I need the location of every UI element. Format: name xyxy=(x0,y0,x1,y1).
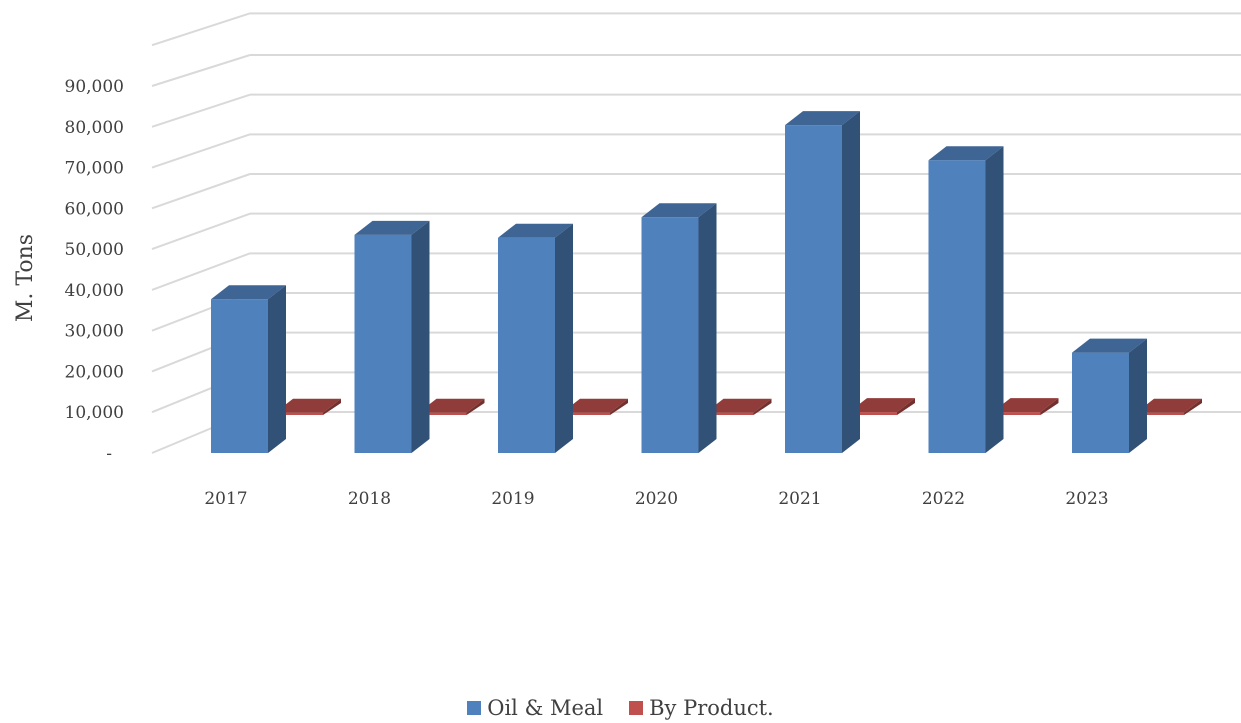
y-tick-label: 80,000 xyxy=(65,118,124,138)
bars xyxy=(211,111,1202,453)
bar-oil-meal xyxy=(498,237,555,453)
bar-oil-meal xyxy=(785,125,842,453)
bar-by-product-top xyxy=(562,398,628,413)
bar-by-product-side xyxy=(1184,398,1202,415)
bar-by-product xyxy=(562,412,610,415)
bar-by-product xyxy=(705,412,754,415)
bar-by-product-side xyxy=(1040,398,1059,415)
y-tick-label: 20,000 xyxy=(65,362,124,382)
y-tick-label: 70,000 xyxy=(65,159,124,179)
bar-by-product-side xyxy=(323,398,341,415)
legend-label-oil-meal: Oil & Meal xyxy=(487,696,604,720)
bar-oil-meal xyxy=(1072,352,1129,453)
y-axis-ticks: - 10,000 20,000 30,000 40,000 50,000 60,000 70,… xyxy=(65,77,124,464)
gridline-side xyxy=(151,54,251,87)
gridline-side xyxy=(151,93,251,128)
y-tick-label: 40,000 xyxy=(65,281,124,301)
x-axis-ticks: 2017 2018 2019 2020 2021 2022 2023 xyxy=(204,489,1108,509)
bar-by-product-top xyxy=(275,398,341,413)
bar-oil-meal-top xyxy=(785,111,860,126)
bar-oil-meal-top xyxy=(1072,338,1147,353)
bar-chart: - 10,000 20,000 30,000 40,000 50,000 60,000 70,… xyxy=(13,12,1241,509)
bar-oil-meal xyxy=(928,160,986,453)
gridline-side xyxy=(151,173,251,210)
bar-by-product-side xyxy=(610,398,628,415)
y-tick-label: 10,000 xyxy=(65,403,124,423)
bar-oil-meal xyxy=(641,217,699,453)
bar-oil-meal-side xyxy=(985,146,1004,453)
bar-oil-meal-side xyxy=(268,285,286,453)
legend-swatch-by-product xyxy=(629,701,644,715)
bar-oil-meal-top xyxy=(928,146,1004,161)
x-tick-label: 2023 xyxy=(1065,489,1108,509)
bar-by-product xyxy=(418,412,467,415)
bar-by-product-top xyxy=(1136,398,1202,413)
bar-by-product-top xyxy=(418,398,485,413)
bar-oil-meal-top xyxy=(211,285,286,300)
bar-oil-meal-side xyxy=(842,111,860,453)
gridline-side xyxy=(151,133,251,169)
x-tick-label: 2017 xyxy=(204,489,247,509)
bar-oil-meal xyxy=(354,234,412,453)
legend: Oil & Meal By Product. xyxy=(0,696,1241,720)
bar-by-product-side xyxy=(466,398,485,415)
bar-by-product xyxy=(275,412,323,415)
y-axis-title: M. Tons xyxy=(13,234,38,322)
x-tick-label: 2022 xyxy=(922,489,965,509)
bar-oil-meal-top xyxy=(354,220,430,235)
bar-by-product xyxy=(849,412,897,415)
bar-by-product-top xyxy=(705,398,772,413)
bar-by-product xyxy=(1136,412,1184,415)
y-tick-label: 90,000 xyxy=(65,77,124,97)
bar-by-product-top xyxy=(849,398,915,413)
gridline-side xyxy=(151,252,251,291)
y-tick-label: - xyxy=(106,444,112,464)
bar-by-product-top xyxy=(992,398,1059,413)
legend-item-oil-meal: Oil & Meal xyxy=(467,696,603,720)
gridlines xyxy=(151,12,1241,454)
bar-oil-meal-top xyxy=(498,223,573,238)
x-tick-label: 2021 xyxy=(778,489,821,509)
bar-oil-meal-side xyxy=(411,220,430,453)
y-tick-label: 30,000 xyxy=(65,322,124,342)
y-tick-label: 60,000 xyxy=(65,199,124,219)
bar-oil-meal-side xyxy=(555,223,573,453)
bar-by-product-side xyxy=(897,398,915,415)
bar-by-product-side xyxy=(753,398,772,415)
bar-by-product xyxy=(992,412,1041,415)
legend-label-by-product: By Product. xyxy=(649,696,774,720)
bar-oil-meal-top xyxy=(641,203,717,218)
y-tick-label: 50,000 xyxy=(65,240,124,260)
x-tick-label: 2020 xyxy=(635,489,678,509)
legend-swatch-oil-meal xyxy=(467,701,482,715)
bar-oil-meal xyxy=(211,299,268,453)
x-tick-label: 2019 xyxy=(491,489,534,509)
gridline-side xyxy=(151,12,251,47)
bar-oil-meal-side xyxy=(698,203,717,453)
gridline-side xyxy=(151,212,251,251)
legend-item-by-product: By Product. xyxy=(629,696,774,720)
bar-oil-meal-side xyxy=(1129,338,1147,453)
x-tick-label: 2018 xyxy=(348,489,391,509)
